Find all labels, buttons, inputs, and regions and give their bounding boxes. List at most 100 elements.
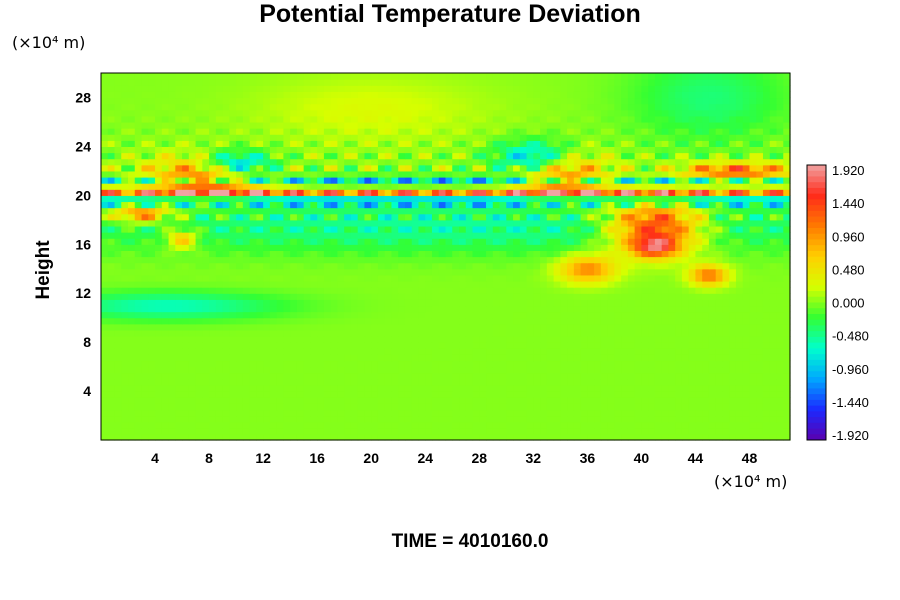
heatmap-cell — [195, 238, 203, 245]
heatmap-cell — [762, 299, 771, 307]
heatmap-cell — [175, 409, 183, 417]
heatmap-cell — [377, 293, 386, 300]
heatmap-cell — [688, 409, 697, 417]
heatmap-cell — [708, 360, 717, 368]
heatmap-cell — [310, 305, 318, 313]
heatmap-cell — [317, 152, 325, 160]
heatmap-cell — [236, 256, 244, 264]
heatmap-cell — [222, 329, 230, 337]
heatmap-cell — [465, 274, 474, 282]
heatmap-cell — [783, 378, 791, 386]
heatmap-cell — [580, 158, 588, 166]
heatmap-cell — [499, 152, 507, 160]
heatmap-cell — [594, 336, 602, 343]
heatmap-cell — [242, 427, 251, 435]
heatmap-cell — [776, 403, 784, 411]
heatmap-cell — [573, 342, 582, 349]
heatmap-cell — [195, 268, 203, 276]
heatmap-cell — [222, 415, 230, 423]
heatmap-cell — [141, 287, 149, 294]
heatmap-cell — [364, 354, 372, 362]
heatmap-cell — [560, 433, 568, 441]
heatmap-cell — [688, 384, 697, 392]
heatmap-cell — [330, 146, 339, 154]
heatmap-cell — [533, 146, 541, 154]
heatmap-cell — [222, 305, 230, 313]
heatmap-cell — [404, 342, 413, 349]
heatmap-cell — [128, 360, 136, 368]
heatmap-cell — [425, 244, 433, 251]
heatmap-cell — [546, 421, 555, 429]
chart-title: Potential Temperature Deviation — [259, 0, 641, 28]
heatmap-cell — [627, 158, 636, 166]
heatmap-cell — [188, 384, 197, 392]
heatmap-cell — [364, 323, 372, 331]
heatmap-cell — [256, 427, 264, 435]
heatmap-cell — [587, 219, 595, 227]
heatmap-cell — [303, 274, 311, 282]
heatmap-cell — [134, 225, 143, 233]
heatmap-cell — [101, 421, 109, 429]
heatmap-cell — [148, 336, 156, 343]
heatmap-cell — [431, 433, 440, 441]
heatmap-cell — [391, 170, 399, 178]
heatmap-cell — [155, 354, 163, 362]
heatmap-cell — [148, 274, 156, 282]
heatmap-cell — [249, 397, 257, 404]
heatmap-cell — [526, 274, 534, 282]
heatmap-cell — [377, 140, 386, 147]
heatmap-cell — [580, 201, 588, 209]
heatmap-cell — [708, 415, 717, 423]
heatmap-cell — [600, 201, 609, 209]
heatmap-cell — [492, 195, 501, 203]
heatmap-cell — [749, 250, 757, 258]
heatmap-cell — [155, 421, 163, 429]
heatmap-cell — [141, 336, 149, 343]
heatmap-cell — [675, 372, 683, 380]
heatmap-cell — [702, 189, 710, 196]
heatmap-cell — [141, 280, 149, 288]
heatmap-cell — [675, 360, 683, 368]
heatmap-cell — [526, 256, 534, 264]
heatmap-cell — [567, 219, 575, 227]
heatmap-cell — [263, 262, 271, 270]
heatmap-cell — [594, 360, 602, 368]
heatmap-cell — [762, 433, 771, 441]
heatmap-cell — [269, 336, 278, 343]
heatmap-cell — [722, 152, 730, 160]
heatmap-cell — [101, 189, 109, 196]
heatmap-cell — [465, 433, 474, 441]
heatmap-cell — [742, 183, 751, 190]
heatmap-cell — [371, 274, 379, 282]
heatmap-cell — [492, 170, 501, 178]
heatmap-cell — [364, 433, 372, 441]
heatmap-cell — [735, 317, 744, 325]
heatmap-cell — [648, 409, 656, 417]
heatmap-cell — [283, 305, 291, 313]
heatmap-cell — [479, 323, 487, 331]
heatmap-cell — [729, 238, 737, 245]
heatmap-cell — [573, 164, 582, 172]
heatmap-cell — [188, 287, 197, 294]
heatmap-cell — [391, 299, 399, 307]
heatmap-cell — [594, 195, 602, 203]
heatmap-cell — [404, 366, 413, 374]
heatmap-cell — [553, 274, 561, 282]
heatmap-cell — [560, 403, 568, 411]
heatmap-cell — [202, 415, 210, 423]
heatmap-cell — [445, 360, 453, 368]
heatmap-cell — [337, 176, 345, 184]
heatmap-cell — [769, 354, 778, 362]
heatmap-cell — [222, 280, 230, 288]
heatmap-cell — [560, 207, 568, 215]
heatmap-cell — [465, 323, 474, 331]
heatmap-cell — [222, 250, 230, 258]
heatmap-cell — [249, 391, 257, 398]
heatmap-cell — [398, 170, 406, 178]
heatmap-cell — [229, 189, 237, 196]
heatmap-cell — [330, 189, 339, 196]
heatmap-cell — [627, 256, 636, 264]
heatmap-cell — [749, 366, 757, 374]
heatmap-cell — [418, 336, 426, 343]
heatmap-cell — [486, 329, 494, 337]
